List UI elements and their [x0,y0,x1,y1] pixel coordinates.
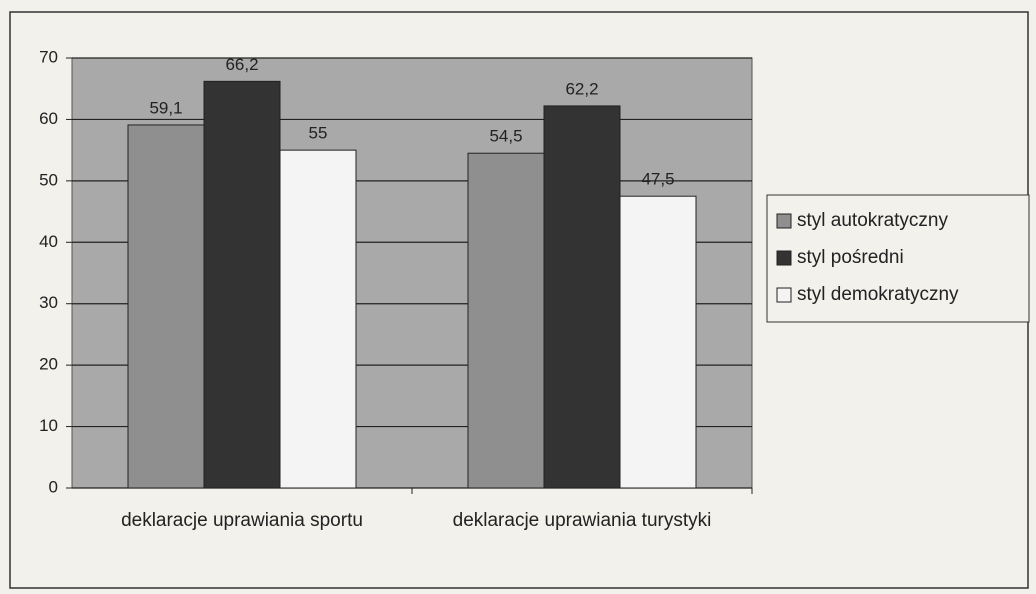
bar [543,105,621,489]
bar [127,124,205,489]
legend-label: styl pośredni [797,247,904,268]
legend-swatch [776,287,792,303]
value-label: 62,2 [565,79,598,98]
bar [279,149,357,489]
y-tick-label: 0 [49,477,58,496]
legend-label: styl autokratyczny [797,210,948,231]
x-tick-label: deklaracje uprawiania sportu [121,510,363,531]
legend-box [766,194,1030,323]
legend-swatch [776,250,792,266]
y-tick-label: 70 [39,47,58,66]
x-tick-label: deklaracje uprawiania turystyki [452,510,712,531]
y-tick-label: 60 [39,109,58,128]
value-label: 59,1 [149,98,182,117]
value-label: 54,5 [489,127,522,146]
bar [467,152,545,489]
value-label: 47,5 [641,170,674,189]
y-tick-label: 30 [39,293,58,312]
value-label: 66,2 [225,55,258,74]
value-label: 55 [309,124,328,143]
y-tick-label: 10 [39,416,58,435]
legend-swatch [776,213,792,229]
y-tick-label: 50 [39,170,58,189]
bar [203,80,281,489]
y-tick-label: 20 [39,355,58,374]
y-tick-label: 40 [39,232,58,251]
legend-label: styl demokratyczny [797,284,959,305]
bar [619,195,697,489]
